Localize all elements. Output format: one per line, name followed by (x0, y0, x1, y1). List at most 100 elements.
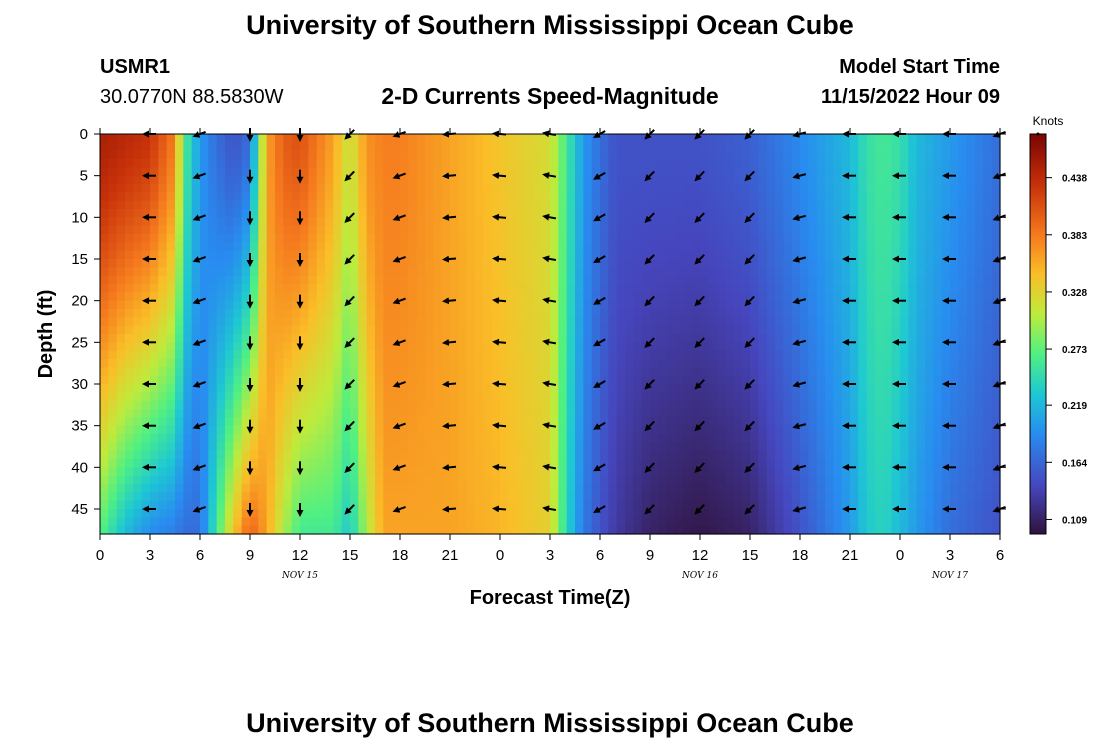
heatmap-cell (908, 425, 918, 435)
heatmap-cell (216, 475, 226, 485)
heatmap-cell (275, 425, 284, 435)
heatmap-cell (100, 300, 109, 310)
heatmap-cell (316, 517, 326, 527)
heatmap-cell (850, 142, 859, 152)
heatmap-cell (933, 467, 943, 477)
heatmap-cell (250, 409, 259, 418)
heatmap-cell (100, 250, 109, 260)
heatmap-cell (250, 325, 259, 335)
heatmap-cell (908, 317, 918, 327)
heatmap-cell (183, 425, 193, 435)
heatmap-cell (900, 350, 909, 360)
heatmap-cell (200, 425, 209, 435)
heatmap-cell (558, 142, 568, 152)
heatmap-cell (750, 134, 759, 143)
heatmap-cell (191, 167, 201, 177)
heatmap-cell (791, 492, 801, 502)
heatmap-cell (341, 209, 351, 218)
heatmap-cell (883, 142, 893, 152)
heatmap-cell (250, 450, 259, 460)
heatmap-cell (283, 292, 293, 302)
heatmap-cell (741, 459, 751, 468)
heatmap-cell (758, 417, 768, 427)
heatmap-cell (825, 250, 834, 260)
heatmap-cell (675, 400, 684, 410)
heatmap-cell (475, 142, 484, 152)
heatmap-cell (800, 350, 809, 360)
heatmap-cell (391, 325, 401, 335)
heatmap-cell (283, 234, 293, 243)
heatmap-cell (450, 184, 459, 193)
heatmap-cell (175, 284, 184, 293)
heatmap-cell (600, 484, 609, 493)
heatmap-cell (541, 400, 551, 410)
heatmap-cell (125, 184, 134, 193)
heatmap-cell (625, 384, 634, 393)
heatmap-cell (425, 250, 434, 260)
heatmap-cell (116, 184, 126, 193)
heatmap-cell (758, 267, 768, 277)
heatmap-cell (358, 259, 368, 268)
heatmap-cell (866, 342, 876, 352)
heatmap-cell (658, 150, 668, 160)
heatmap-cell (333, 250, 343, 260)
heatmap-cell (208, 209, 218, 218)
heatmap-cell (508, 167, 518, 177)
heatmap-cell (283, 225, 293, 235)
heatmap-cell (516, 209, 526, 218)
heatmap-cell (325, 367, 334, 377)
heatmap-cell (491, 175, 501, 185)
heatmap-cell (858, 234, 868, 243)
heatmap-cell (475, 242, 484, 252)
heatmap-cell (716, 467, 726, 477)
heatmap-cell (708, 150, 718, 160)
heatmap-cell (541, 259, 551, 268)
model-start-value: 11/15/2022 Hour 09 (820, 86, 1000, 108)
heatmap-cell (716, 450, 726, 460)
heatmap-cell (950, 484, 959, 493)
heatmap-cell (508, 225, 518, 235)
heatmap-cell (183, 242, 193, 252)
heatmap-cell (825, 392, 834, 402)
heatmap-cell (575, 159, 584, 168)
heatmap-cell (183, 475, 193, 485)
heatmap-cell (358, 359, 368, 368)
heatmap-cell (500, 334, 509, 343)
heatmap-cell (383, 450, 393, 460)
heatmap-cell (933, 209, 943, 218)
heatmap-cell (825, 275, 834, 285)
heatmap-cell (816, 475, 826, 485)
heatmap-cell (950, 417, 959, 427)
heatmap-cell (450, 384, 459, 393)
heatmap-cell (283, 325, 293, 335)
heatmap-cell (608, 242, 618, 252)
heatmap-cell (316, 467, 326, 477)
heatmap-cell (666, 509, 676, 518)
heatmap-cell (633, 309, 643, 318)
heatmap-cell (158, 342, 168, 352)
heatmap-cell (408, 134, 418, 143)
heatmap-cell (333, 209, 343, 218)
heatmap-cell (275, 217, 284, 227)
heatmap-cell (750, 267, 759, 277)
heatmap-cell (300, 417, 309, 427)
heatmap-cell (866, 475, 876, 485)
heatmap-cell (583, 425, 593, 435)
heatmap-cell (916, 292, 926, 302)
heatmap-cell (950, 134, 959, 143)
heatmap-cell (158, 234, 168, 243)
heatmap-cell (475, 500, 484, 510)
heatmap-cell (925, 275, 934, 285)
heatmap-cell (516, 459, 526, 468)
heatmap-cell (183, 200, 193, 210)
heatmap-cell (175, 250, 184, 260)
heatmap-cell (700, 342, 709, 352)
heatmap-cell (916, 317, 926, 327)
heatmap-cell (258, 242, 268, 252)
heatmap-cell (275, 467, 284, 477)
heatmap-cell (600, 259, 609, 268)
heatmap-cell (608, 392, 618, 402)
heatmap-cell (741, 367, 751, 377)
heatmap-cell (666, 517, 676, 527)
heatmap-cell (575, 225, 584, 235)
